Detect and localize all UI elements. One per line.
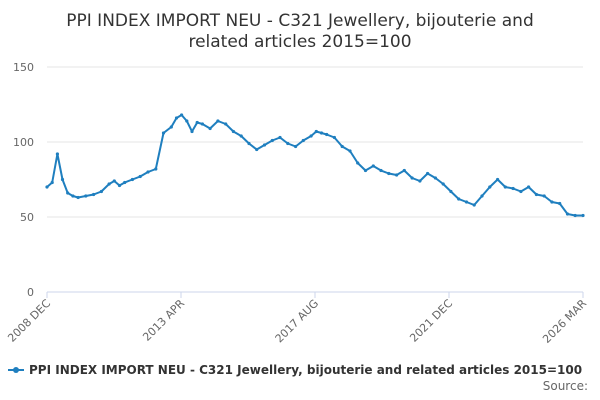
data-point[interactable] [60,177,65,182]
data-point[interactable] [255,147,259,152]
data-point[interactable] [464,200,469,204]
data-point[interactable] [286,141,290,146]
x-tick-label: 2026 MAR [540,297,589,346]
data-point[interactable] [348,149,352,153]
data-point[interactable] [511,186,515,191]
x-tick-label: 2013 APR [140,297,187,344]
y-tick-label: 100 [13,136,34,149]
data-point[interactable] [71,194,75,198]
data-point[interactable] [99,189,103,194]
data-point[interactable] [449,189,453,194]
data-point[interactable] [92,192,96,197]
data-point[interactable] [573,213,577,218]
x-tick-label: 2017 AUG [273,297,322,346]
data-point[interactable] [66,191,70,195]
data-point[interactable] [340,144,344,149]
data-point[interactable] [146,170,150,174]
data-point[interactable] [441,182,445,186]
legend-symbol-marker [13,367,19,373]
data-point[interactable] [314,129,318,134]
data-point[interactable] [154,167,158,171]
source-label: Source: [543,379,588,393]
data-point[interactable] [247,141,251,146]
data-point[interactable] [123,180,127,185]
data-point[interactable] [363,168,368,173]
legend-item-label: PPI INDEX IMPORT NEU - C321 Jewellery, b… [29,363,582,377]
y-tick-label: 50 [20,211,34,224]
data-point[interactable] [371,164,375,168]
data-point[interactable] [301,138,305,143]
data-point[interactable] [169,125,173,129]
data-point[interactable] [534,192,539,197]
data-point[interactable] [107,182,111,186]
data-point[interactable] [496,177,500,182]
data-point[interactable] [161,131,166,135]
data-point[interactable] [55,152,60,156]
data-point[interactable] [387,171,391,176]
data-point[interactable] [278,135,282,140]
data-point[interactable] [325,132,329,137]
data-point[interactable] [519,189,523,194]
y-tick-label: 0 [27,286,34,299]
data-point[interactable] [542,194,546,198]
data-point[interactable] [558,201,562,206]
data-point[interactable] [379,168,383,173]
data-point[interactable] [130,177,134,182]
data-point[interactable] [418,179,422,183]
data-point[interactable] [488,185,492,189]
data-point[interactable] [216,119,220,123]
data-point[interactable] [550,200,554,204]
x-axis-tick-labels: 2008 DEC 2013 APR 2017 AUG 2021 DEC 2026 MAR [5,292,589,346]
data-point[interactable] [581,213,585,218]
data-point[interactable] [239,134,243,138]
data-point[interactable] [457,197,461,201]
data-point[interactable] [185,119,189,123]
data-point[interactable] [433,176,437,180]
data-point[interactable] [356,161,360,165]
data-point[interactable] [195,120,199,125]
data-point[interactable] [565,212,570,216]
data-point[interactable] [224,122,228,126]
data-point[interactable] [472,203,476,207]
data-point[interactable] [50,180,54,185]
data-point[interactable] [208,126,212,131]
y-tick-label: 150 [13,61,34,74]
data-point[interactable] [294,144,298,149]
data-point[interactable] [262,143,267,147]
data-point[interactable] [402,168,406,173]
data-point[interactable] [426,171,430,176]
data-point[interactable] [174,116,179,120]
data-point[interactable] [231,129,235,134]
data-point[interactable] [76,195,80,200]
x-tick-label: 2008 DEC [5,297,53,345]
data-point[interactable] [332,135,336,140]
x-tick-label: 2021 DEC [407,297,455,345]
series-layer [45,113,585,218]
data-point[interactable] [180,113,184,117]
data-point[interactable] [270,138,274,143]
data-point[interactable] [45,185,49,189]
chart-title-line-1: PPI INDEX IMPORT NEU - C321 Jewellery, b… [66,11,533,31]
data-point[interactable] [410,176,414,180]
chart-title-line-2: related articles 2015=100 [188,32,411,52]
data-point[interactable] [527,185,531,189]
data-point[interactable] [480,194,484,198]
grid-lines [47,66,583,218]
data-point[interactable] [84,194,88,198]
data-point[interactable] [138,174,142,179]
data-point[interactable] [503,185,507,189]
series-line [46,114,583,217]
data-point[interactable] [117,183,122,188]
data-point[interactable] [395,173,399,177]
data-point[interactable] [200,122,204,126]
data-point[interactable] [319,131,324,135]
data-point[interactable] [309,134,313,138]
data-point[interactable] [112,179,116,183]
data-point[interactable] [190,129,194,134]
y-axis-tick-labels: 0 50 100 150 [13,61,34,299]
legend[interactable]: PPI INDEX IMPORT NEU - C321 Jewellery, b… [8,363,582,377]
